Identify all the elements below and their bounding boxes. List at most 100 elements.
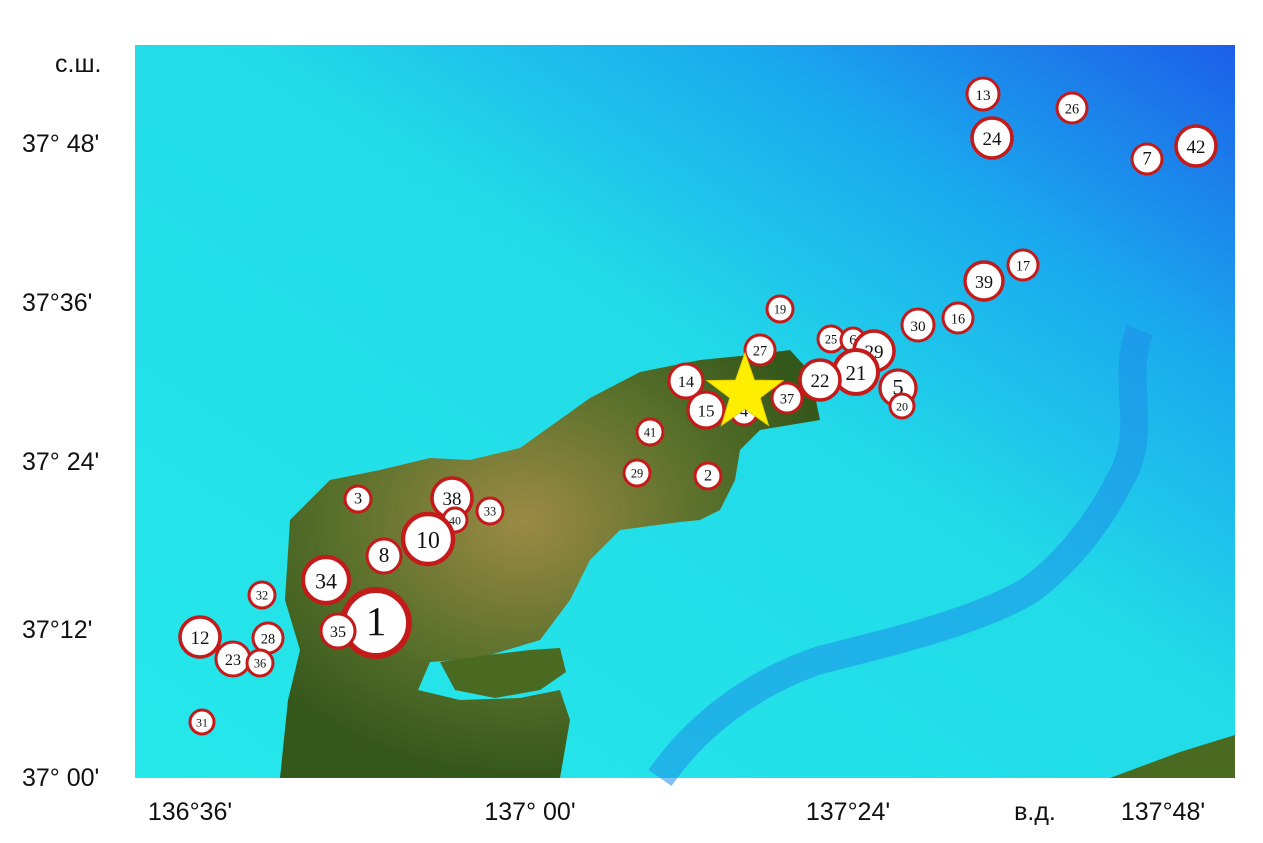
event-marker-label: 3 — [354, 490, 362, 508]
lon-tick-137-48: 137°48' — [1120, 798, 1206, 826]
event-marker-label: 32 — [256, 589, 268, 603]
event-marker-label: 29 — [631, 467, 643, 481]
event-marker-label: 10 — [416, 528, 440, 554]
event-marker-circle — [635, 417, 665, 447]
lat-tick-37-48: 37° 48' — [22, 130, 100, 158]
event-marker-circle — [622, 458, 652, 488]
event-marker-label: 33 — [484, 505, 496, 519]
event-marker: 34 — [300, 554, 352, 606]
lon-tick-137-00: 137° 00' — [484, 798, 576, 826]
event-marker-circle — [319, 612, 357, 650]
event-marker: 27 — [743, 333, 777, 367]
event-marker-label: 23 — [225, 652, 241, 669]
event-marker: 37 — [770, 381, 804, 415]
event-marker: 16 — [941, 301, 975, 335]
lat-tick-37-36: 37°36' — [22, 289, 93, 317]
event-marker: 2 — [693, 461, 723, 491]
event-marker-label: 12 — [191, 628, 210, 649]
event-marker-circle — [475, 496, 505, 526]
event-marker: 20 — [888, 392, 916, 420]
event-marker: 15 — [686, 390, 726, 430]
event-marker-label: 21 — [846, 361, 867, 385]
event-marker: 12 — [178, 615, 222, 659]
event-marker-label: 5 — [892, 374, 903, 399]
event-marker: 7 — [1130, 142, 1164, 176]
event-marker-label: 42 — [1187, 137, 1206, 158]
event-marker-label: 30 — [910, 318, 926, 335]
event-marker: 26 — [1055, 91, 1089, 125]
event-marker-label: 28 — [261, 631, 275, 647]
event-marker-circle — [178, 615, 222, 659]
event-marker: 33 — [475, 496, 505, 526]
event-marker-label: 1 — [366, 598, 387, 644]
event-marker-label: 26 — [1065, 101, 1079, 117]
event-marker-circle — [900, 307, 936, 343]
event-marker-circle — [667, 362, 705, 400]
event-marker-label: 13 — [975, 87, 990, 104]
event-marker-circle — [970, 116, 1014, 160]
event-marker-circle — [770, 381, 804, 415]
event-marker-label: 31 — [196, 715, 208, 729]
event-marker: 36 — [245, 648, 275, 678]
event-marker-label: 27 — [753, 343, 767, 359]
event-marker-circle — [965, 76, 1001, 112]
event-marker-label: 17 — [1016, 258, 1030, 274]
event-marker: 13 — [965, 76, 1001, 112]
event-marker: 41 — [635, 417, 665, 447]
event-marker-circle — [343, 484, 373, 514]
event-marker: 17 — [1006, 248, 1040, 282]
lon-tick-136-36: 136°36' — [147, 798, 233, 826]
event-marker-label: 14 — [678, 374, 694, 391]
event-marker-circle — [300, 554, 352, 606]
event-marker-circle — [245, 648, 275, 678]
event-marker: 31 — [188, 708, 216, 736]
deep-channel — [648, 324, 1154, 787]
event-marker-label: 40 — [449, 513, 461, 527]
event-marker: 30 — [900, 307, 936, 343]
event-marker-label: 37 — [780, 391, 794, 407]
event-marker: 14 — [667, 362, 705, 400]
event-marker-circle — [798, 358, 842, 402]
event-marker-label: 41 — [644, 426, 656, 440]
event-marker: 29 — [622, 458, 652, 488]
event-marker: 40 — [441, 506, 469, 534]
lat-tick-37-00: 37° 00' — [22, 764, 100, 792]
event-marker: 10 — [400, 511, 456, 567]
land-southeast — [1110, 735, 1235, 778]
lat-tick-37-24: 37° 24' — [22, 448, 100, 476]
event-marker: 23 — [214, 640, 252, 678]
lon-tick-137-24: 137°24' — [805, 798, 891, 826]
event-marker-label: 36 — [254, 657, 266, 671]
event-marker: 28 — [251, 621, 285, 655]
event-marker-circle — [693, 461, 723, 491]
event-marker: 32 — [247, 580, 277, 610]
event-marker: 24 — [970, 116, 1014, 160]
event-marker-circle — [686, 390, 726, 430]
event-marker-label: 20 — [896, 399, 908, 413]
event-marker-circle — [765, 294, 795, 324]
event-marker-label: 22 — [811, 371, 830, 392]
event-marker: 42 — [1174, 124, 1218, 168]
event-marker-circle — [743, 333, 777, 367]
event-marker-circle — [1130, 142, 1164, 176]
event-marker-circle — [888, 392, 916, 420]
event-marker-label: 24 — [983, 129, 1003, 150]
lon-axis-label: в.д. — [1014, 798, 1056, 826]
event-marker: 22 — [798, 358, 842, 402]
event-marker-label: 2 — [704, 467, 712, 485]
event-marker-label: 15 — [697, 401, 714, 420]
event-marker-label: 39 — [975, 272, 993, 292]
event-marker-label: 35 — [330, 624, 346, 641]
event-marker-label: 34 — [315, 569, 337, 593]
event-marker-label: 25 — [825, 333, 837, 347]
event-marker-circle — [963, 260, 1005, 302]
event-marker: 8 — [365, 537, 403, 575]
event-marker-circle — [365, 537, 403, 575]
event-marker-label: 38 — [443, 489, 462, 510]
event-marker-circle — [247, 580, 277, 610]
event-marker-label: 8 — [379, 543, 390, 567]
event-marker: 35 — [319, 612, 357, 650]
land-island — [440, 648, 566, 698]
